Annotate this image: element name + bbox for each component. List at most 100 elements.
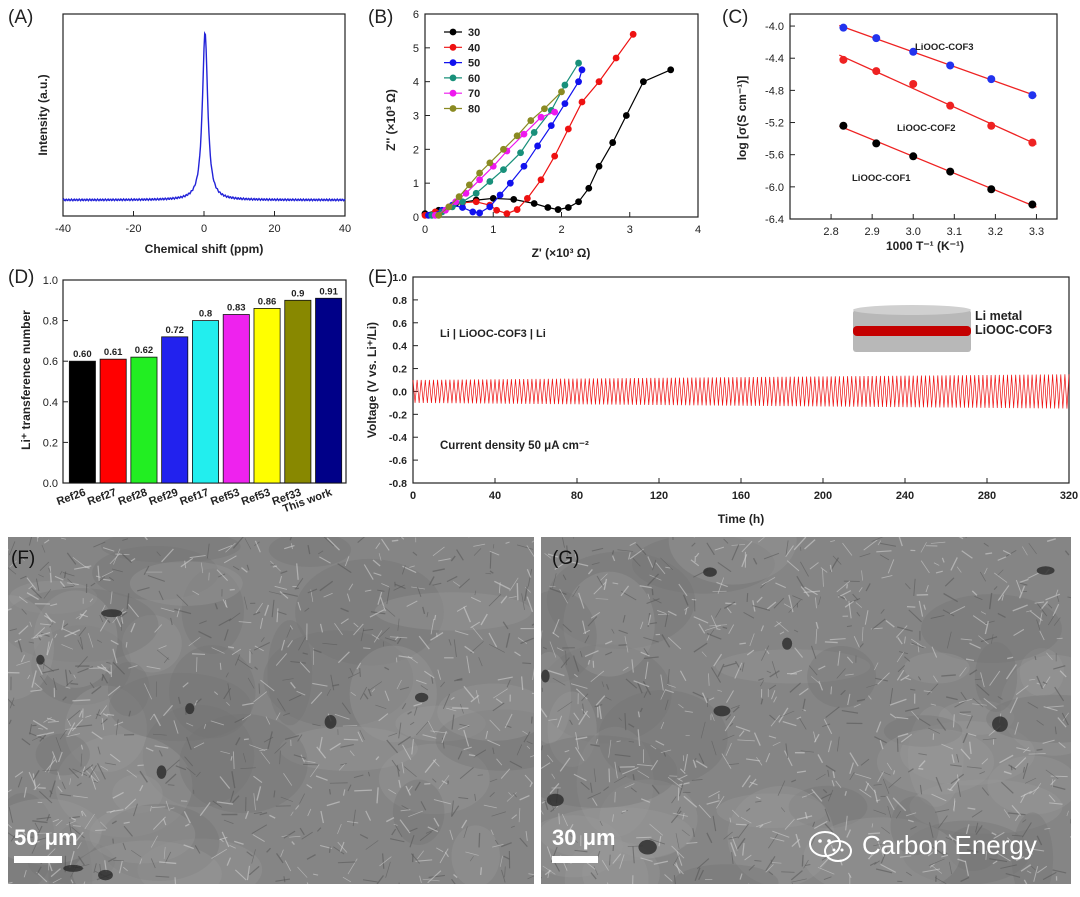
sem-fiber xyxy=(110,639,119,645)
sem-fiber xyxy=(376,787,379,804)
sem-fiber xyxy=(815,773,826,781)
sem-fiber xyxy=(91,685,102,695)
sem-fiber xyxy=(322,642,338,646)
sem-fiber xyxy=(451,714,455,730)
data-point-30 xyxy=(564,204,572,211)
sem-fiber xyxy=(917,642,920,653)
sem-fiber xyxy=(340,618,349,625)
sem-patch xyxy=(100,537,241,563)
sem-fiber xyxy=(34,682,43,690)
sem-fiber xyxy=(1013,628,1025,637)
sem-fiber xyxy=(487,739,501,747)
sem-fiber xyxy=(318,736,323,751)
sem-fiber xyxy=(1014,757,1027,769)
sem-fiber xyxy=(552,573,557,589)
sem-fiber xyxy=(698,623,706,634)
sem-fiber xyxy=(788,599,801,613)
sem-fiber xyxy=(865,781,877,793)
sem-fiber xyxy=(109,576,115,582)
sem-pit xyxy=(63,864,83,872)
sem-fiber xyxy=(550,806,557,813)
data-point-60 xyxy=(517,149,524,157)
sem-fiber xyxy=(613,775,627,784)
sem-fiber xyxy=(485,730,489,739)
sem-fiber xyxy=(812,821,816,828)
sem-fiber xyxy=(165,800,170,811)
sem-fiber xyxy=(288,694,302,702)
data-point-LiOOC-COF2 xyxy=(946,101,955,110)
bar-Ref17 xyxy=(192,320,219,484)
sem-fiber xyxy=(896,669,905,681)
sem-patch xyxy=(295,558,444,666)
sem-pit xyxy=(638,839,657,855)
sem-fiber xyxy=(451,800,454,816)
sem-fiber xyxy=(582,703,585,714)
sem-fiber xyxy=(528,873,534,876)
sem-fiber xyxy=(847,693,851,706)
sem-bg xyxy=(8,537,534,884)
sem-fiber xyxy=(721,753,732,769)
sem-fiber xyxy=(33,837,48,842)
data-point-40 xyxy=(629,30,637,38)
sem-patch xyxy=(179,713,308,814)
sem-fiber xyxy=(10,833,17,842)
sem-fiber xyxy=(811,676,821,685)
sem-fiber xyxy=(910,688,916,691)
sem-fiber xyxy=(517,637,528,644)
sem-fiber xyxy=(80,637,84,650)
legend-marker-70 xyxy=(449,89,457,97)
sem-fiber xyxy=(436,847,444,853)
sem-fiber xyxy=(667,610,677,616)
sem-fiber xyxy=(430,632,444,641)
y-tick-label-b: 1 xyxy=(413,178,419,190)
sem-fiber xyxy=(846,656,854,664)
inset-li-top xyxy=(853,305,971,315)
sem-fiber xyxy=(621,766,639,775)
sem-fiber xyxy=(122,538,129,541)
sem-fiber xyxy=(246,564,250,571)
sem-fiber xyxy=(55,819,63,827)
panel-label-g: (G) xyxy=(552,548,580,569)
sem-fiber xyxy=(892,797,907,812)
sem-fiber xyxy=(856,698,866,702)
sem-fiber xyxy=(263,736,274,743)
sem-fiber xyxy=(283,712,291,716)
sem-fiber xyxy=(655,562,666,575)
sem-fiber xyxy=(313,873,319,876)
sem-fiber xyxy=(14,771,24,778)
sem-fiber xyxy=(1027,702,1039,709)
sem-fiber xyxy=(373,572,382,576)
sem-fiber xyxy=(242,702,254,706)
sem-fiber xyxy=(390,838,405,843)
sem-fiber xyxy=(153,713,162,727)
sem-fiber xyxy=(809,562,819,570)
sem-fiber xyxy=(398,722,402,739)
sem-fiber xyxy=(910,638,923,647)
sem-fiber xyxy=(682,812,685,820)
sem-pit xyxy=(324,714,337,729)
sem-fiber xyxy=(126,769,138,778)
data-point-LiOOC-COF3 xyxy=(872,34,881,43)
sem-fiber xyxy=(100,765,109,771)
sem-fiber xyxy=(739,642,746,645)
sem-fiber xyxy=(152,806,166,808)
sem-fiber xyxy=(428,576,435,586)
sem-fiber xyxy=(20,654,26,663)
sem-fiber xyxy=(847,872,852,879)
sem-fiber xyxy=(78,626,87,637)
sem-fiber xyxy=(65,679,73,687)
sem-fiber xyxy=(384,637,396,642)
sem-fiber xyxy=(972,698,984,708)
sem-fiber xyxy=(779,710,795,718)
sem-fiber xyxy=(742,843,745,856)
sem-fiber xyxy=(27,674,31,680)
sem-patch xyxy=(564,837,649,884)
data-point-LiOOC-COF3 xyxy=(946,61,955,70)
sem-fiber xyxy=(827,740,832,753)
sem-fiber xyxy=(601,681,605,688)
sem-fiber xyxy=(130,850,142,858)
sem-fiber xyxy=(706,832,713,844)
data-point-30 xyxy=(510,196,518,203)
sem-fiber xyxy=(463,746,472,751)
sem-fiber xyxy=(8,698,15,707)
